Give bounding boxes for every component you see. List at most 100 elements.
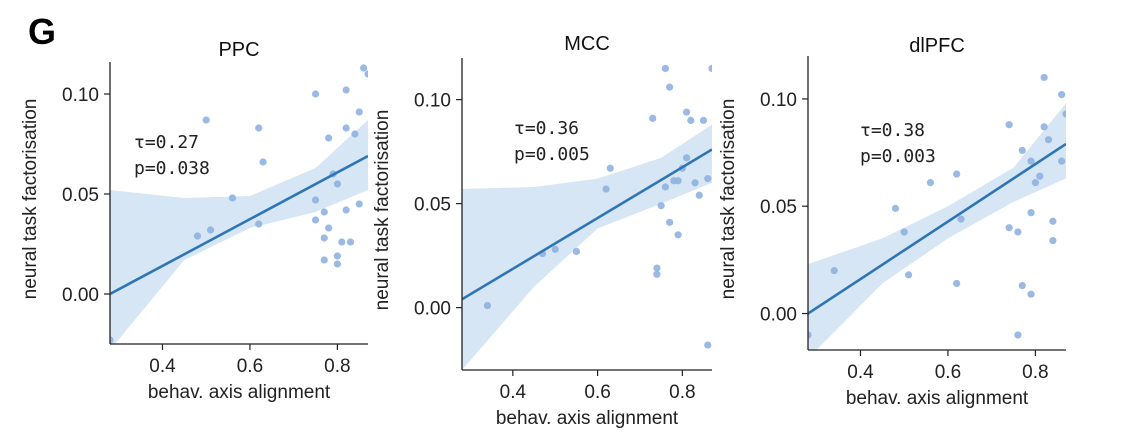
- y-tick-label: 0.10: [62, 85, 99, 106]
- y-axis-label: neural task factorisation: [20, 99, 41, 300]
- stat-tau: τ=0.36: [514, 118, 579, 139]
- data-point: [1027, 290, 1035, 298]
- data-point: [666, 83, 674, 91]
- x-axis-label: behav. axis alignment: [148, 382, 331, 403]
- chart-title: MCC: [564, 33, 610, 55]
- data-point: [342, 124, 350, 132]
- x-tick-label: 0.4: [149, 356, 176, 377]
- data-point: [704, 175, 712, 183]
- data-point: [572, 247, 581, 256]
- data-point: [333, 252, 341, 260]
- panel-label: G: [28, 11, 56, 52]
- data-point: [325, 134, 333, 142]
- data-point: [320, 234, 328, 242]
- data-point: [1036, 172, 1044, 180]
- panel-ppc: 0.4 0.6 0.8 0.00 0.05 0.10 PPC behav. axis alig…: [20, 39, 368, 403]
- data-point: [602, 185, 610, 193]
- data-point: [320, 256, 328, 264]
- y-tick-label: 0.00: [414, 299, 451, 320]
- data-point: [661, 64, 669, 72]
- y-tick-label: 0.10: [414, 91, 451, 112]
- data-point: [661, 183, 669, 191]
- chart-title: PPC: [218, 39, 259, 61]
- x-tick-label: 0.8: [324, 356, 350, 377]
- x-tick-label: 0.6: [584, 382, 610, 403]
- data-point: [708, 64, 712, 72]
- data-point: [1005, 121, 1013, 129]
- data-point: [682, 108, 691, 116]
- data-point: [687, 116, 695, 124]
- data-point: [1018, 282, 1026, 290]
- data-point: [653, 264, 661, 272]
- stat-p: p=0.038: [134, 158, 210, 179]
- data-point: [1014, 331, 1022, 339]
- data-point: [666, 218, 674, 226]
- plot-area: [110, 64, 368, 344]
- y-tick-label: 0.05: [414, 195, 451, 216]
- x-tick-label: 0.6: [237, 356, 263, 377]
- data-point: [1031, 179, 1039, 187]
- data-point: [900, 228, 908, 236]
- data-point: [1005, 224, 1013, 232]
- regression-line: [462, 148, 712, 301]
- data-point: [342, 86, 350, 94]
- data-point: [1018, 146, 1026, 155]
- panel-dlpfc: 0.4 0.6 0.8 0.00 0.05 0.10 dlPFC behav. axis al…: [718, 35, 1066, 409]
- data-point: [674, 231, 682, 239]
- data-point: [953, 279, 961, 288]
- data-point: [682, 154, 691, 162]
- data-point: [255, 124, 263, 132]
- data-point: [1058, 157, 1066, 165]
- confidence-band: [110, 120, 368, 344]
- data-point: [333, 180, 341, 188]
- stat-p: p=0.003: [860, 146, 936, 167]
- stat-tau: τ=0.38: [860, 120, 925, 141]
- data-point: [953, 170, 961, 178]
- data-point: [1062, 110, 1066, 118]
- data-point: [360, 64, 368, 72]
- regression-line: [110, 154, 368, 296]
- data-point: [891, 204, 900, 212]
- data-point: [193, 232, 202, 240]
- data-point: [320, 208, 328, 216]
- data-point: [926, 179, 935, 187]
- panel-mcc: 0.4 0.6 0.8 0.00 0.05 0.10 MCC behav. axis alig…: [372, 33, 712, 429]
- data-point: [355, 200, 363, 208]
- x-axis-label: behav. axis alignment: [496, 408, 679, 429]
- data-point: [110, 336, 114, 344]
- y-tick-label: 0.00: [760, 305, 797, 326]
- data-point: [699, 116, 708, 124]
- data-point: [1044, 136, 1053, 144]
- x-tick-label: 0.6: [935, 362, 961, 383]
- data-point: [355, 108, 363, 116]
- data-point: [657, 202, 665, 210]
- data-point: [206, 226, 215, 234]
- data-point: [311, 90, 320, 98]
- y-tick-label: 0.10: [760, 90, 797, 111]
- data-point: [228, 194, 237, 202]
- x-tick-label: 0.8: [669, 382, 695, 403]
- plot-area: [808, 73, 1066, 350]
- data-point: [1049, 236, 1057, 245]
- data-point: [1040, 123, 1048, 131]
- plot-area: [462, 64, 712, 370]
- y-axis-label: neural task factorisation: [718, 99, 739, 300]
- data-point: [691, 179, 699, 187]
- data-point: [342, 206, 350, 214]
- data-point: [695, 191, 703, 199]
- data-point: [904, 271, 913, 279]
- data-point: [333, 260, 341, 268]
- data-point: [606, 164, 614, 172]
- stat-tau: τ=0.27: [134, 132, 199, 153]
- data-point: [259, 158, 267, 166]
- x-tick-label: 0.4: [847, 362, 874, 383]
- data-point: [653, 270, 661, 278]
- x-axis-label: behav. axis alignment: [846, 388, 1029, 409]
- data-point: [338, 238, 346, 246]
- data-point: [1040, 73, 1048, 82]
- data-point: [202, 116, 210, 124]
- data-point: [1027, 209, 1035, 217]
- x-tick-label: 0.4: [500, 382, 527, 403]
- data-point: [1014, 228, 1022, 236]
